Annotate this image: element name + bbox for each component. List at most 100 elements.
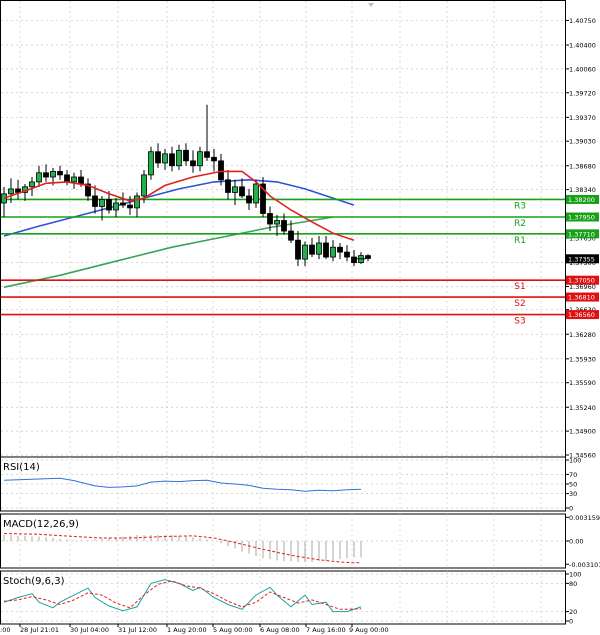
moving-average-green bbox=[3, 216, 334, 288]
price-tick-label: 1.40750 bbox=[569, 17, 596, 25]
candle-body-bull bbox=[302, 244, 308, 260]
candle-body-bull bbox=[50, 170, 56, 178]
candle-body-bull bbox=[99, 199, 105, 207]
candle bbox=[211, 148, 217, 172]
level-label-s3: S3 bbox=[514, 317, 525, 327]
stoch-main-line bbox=[3, 579, 362, 613]
current-price-label: 1.37355 bbox=[568, 255, 595, 263]
indicator-scale-label: 0.003159 bbox=[569, 514, 600, 522]
candle-body-bull bbox=[330, 246, 336, 258]
candle-body-bear bbox=[204, 151, 210, 158]
time-axis-label: 1 Aug 20:00 bbox=[167, 626, 207, 634]
level-price-label-r1: 1.37710 bbox=[568, 230, 595, 238]
price-tick-label: 1.35930 bbox=[569, 355, 596, 363]
stoch-signal-line bbox=[3, 580, 362, 610]
candle-body-bull bbox=[148, 151, 154, 176]
candle-body-bear bbox=[225, 179, 231, 193]
price-tick-label: 1.34900 bbox=[569, 428, 596, 436]
level-price-label-s1: 1.37050 bbox=[568, 277, 595, 285]
candle bbox=[246, 188, 252, 210]
price-tick-label: 1.39720 bbox=[569, 89, 596, 97]
candle-body-bull bbox=[253, 183, 259, 204]
candle-body-bear bbox=[190, 160, 196, 167]
time-axis-label: 6 Aug 08:00 bbox=[260, 626, 300, 634]
level-price-box-s1 bbox=[566, 275, 599, 285]
candle-body-bull bbox=[316, 242, 322, 255]
candle-body-bear bbox=[127, 204, 133, 209]
candle bbox=[204, 104, 210, 161]
candle-body-bear bbox=[183, 149, 189, 162]
candle bbox=[15, 179, 21, 200]
candle bbox=[106, 191, 112, 214]
price-tick-label: 1.40400 bbox=[569, 42, 596, 50]
candle bbox=[316, 235, 322, 260]
indicator-scale-label: 80 bbox=[569, 580, 577, 588]
indicator-scale-label: 100 bbox=[569, 571, 581, 579]
level-label-s2: S2 bbox=[514, 299, 525, 309]
rsi-line bbox=[3, 477, 362, 492]
time-axis-label: 5 Aug 00:00 bbox=[213, 626, 253, 634]
candle-body-bear bbox=[260, 183, 266, 214]
candle-body-bear bbox=[57, 170, 63, 176]
price-tick-label: 1.37650 bbox=[569, 235, 596, 243]
candle bbox=[344, 245, 350, 262]
candle-body-bear bbox=[43, 172, 49, 178]
candle bbox=[85, 178, 91, 201]
candle-body-bull bbox=[1, 193, 7, 204]
candle bbox=[183, 143, 189, 166]
indicator-scale-label: 100 bbox=[569, 457, 581, 465]
candle bbox=[36, 165, 42, 187]
moving-average-red bbox=[3, 170, 355, 241]
time-axis-fragment: :00 bbox=[0, 626, 10, 634]
candle-body-bear bbox=[267, 213, 273, 225]
candle-body-bear bbox=[239, 186, 245, 197]
candle bbox=[1, 186, 7, 218]
candle bbox=[99, 195, 105, 221]
price-tick-label: 1.34560 bbox=[569, 452, 596, 460]
candle-body-bear bbox=[295, 239, 301, 260]
price-tick-label: 1.40060 bbox=[569, 65, 596, 73]
indicator-scale-label: 20 bbox=[569, 608, 577, 616]
candle-body-bear bbox=[169, 153, 175, 167]
candle-body-bear bbox=[288, 230, 294, 241]
price-tick-label: 1.35240 bbox=[569, 404, 596, 412]
level-price-label-r3: 1.38200 bbox=[568, 196, 595, 204]
level-price-box-s2 bbox=[566, 292, 599, 302]
candle-body-bear bbox=[120, 202, 126, 206]
candle bbox=[92, 185, 98, 214]
candle bbox=[113, 198, 119, 218]
candle bbox=[302, 241, 308, 267]
candle-body-bull bbox=[29, 181, 35, 188]
candle-body-bear bbox=[92, 195, 98, 207]
candle bbox=[232, 179, 238, 206]
indicator-scale-label: 30 bbox=[569, 490, 577, 498]
candle bbox=[134, 192, 140, 218]
candle-body-bear bbox=[281, 220, 287, 232]
candle bbox=[281, 213, 287, 235]
candle-body-bear bbox=[323, 242, 329, 258]
candle bbox=[155, 143, 161, 168]
indicator-title: Stoch(9,6,3) bbox=[3, 576, 65, 587]
level-price-box-s3 bbox=[566, 310, 599, 320]
candle-body-bear bbox=[218, 160, 224, 181]
candle-body-bear bbox=[155, 151, 161, 164]
candle bbox=[288, 220, 294, 243]
candle bbox=[260, 176, 266, 218]
indicator-scale-label: 50 bbox=[569, 481, 577, 489]
price-tick-label: 1.39370 bbox=[569, 114, 596, 122]
candle-body-bull bbox=[71, 176, 77, 183]
candle bbox=[309, 238, 315, 258]
indicator-title: RSI(14) bbox=[3, 462, 40, 473]
candle-body-bull bbox=[134, 195, 140, 209]
candle-body-bull bbox=[197, 151, 203, 167]
candle bbox=[162, 148, 168, 170]
level-price-label-r2: 1.37950 bbox=[568, 214, 595, 222]
candle bbox=[169, 146, 175, 172]
candle bbox=[351, 250, 357, 267]
candle bbox=[190, 150, 196, 173]
candle bbox=[267, 206, 273, 232]
time-axis-label: 30 Jul 04:00 bbox=[70, 626, 109, 634]
candle-body-bear bbox=[309, 244, 315, 255]
candle-body-bear bbox=[85, 183, 91, 197]
price-tick-label: 1.36960 bbox=[569, 283, 596, 291]
